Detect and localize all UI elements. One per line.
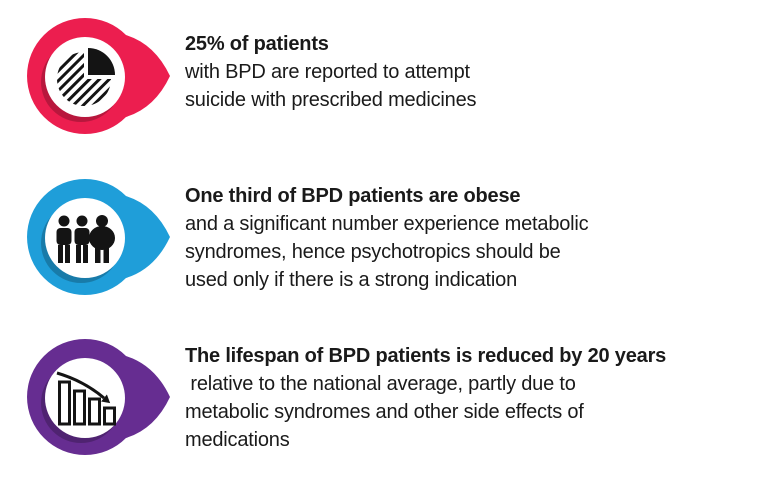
bar-chart-pin-icon (27, 339, 170, 455)
stat-text-lifespan: The lifespan of BPD patients is reduced … (185, 342, 666, 454)
stat-line: with BPD are reported to attempt (185, 61, 470, 83)
stat-title: The lifespan of BPD patients is reduced … (185, 345, 667, 367)
people-pin-icon (27, 179, 170, 295)
stat-title: 25% of patients (185, 33, 329, 55)
stat-line: metabolic syndromes and other side effec… (185, 401, 584, 423)
stat-text-suicide-attempts: 25% of patients with BPD are reported to… (185, 30, 477, 114)
pie-chart-icon (57, 48, 115, 106)
pink-pin-icon (27, 18, 172, 134)
blue-pin-icon (27, 179, 172, 295)
purple-pin-icon (27, 339, 172, 455)
stat-line: syndromes, hence psychotropics should be (185, 241, 561, 263)
three-people-icon (56, 215, 115, 263)
stat-line: medications (185, 429, 290, 451)
stat-title: One third of BPD patients are obese (185, 185, 521, 207)
stat-line: and a significant number experience meta… (185, 213, 589, 235)
stat-text-obesity: One third of BPD patients are obese and … (185, 182, 589, 294)
pie-chart-pin-icon (27, 18, 170, 134)
stat-line: used only if there is a strong indicatio… (185, 269, 517, 291)
stat-line: suicide with prescribed medicines (185, 89, 477, 111)
stat-line: relative to the national average, partly… (185, 373, 576, 395)
declining-bar-chart-icon (56, 371, 116, 426)
